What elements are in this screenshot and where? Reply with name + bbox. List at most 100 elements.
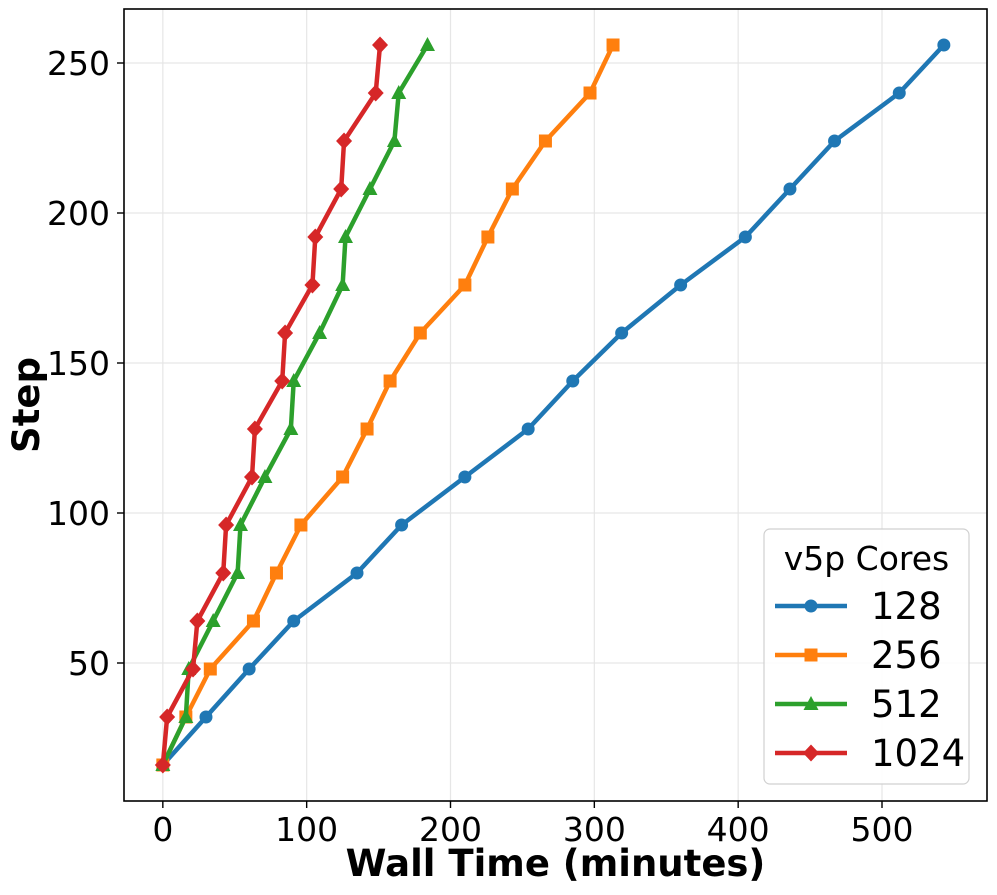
data-point-512 xyxy=(205,613,221,627)
data-point-1024 xyxy=(154,756,171,774)
series-line-256 xyxy=(160,42,616,768)
data-point-512 xyxy=(283,421,299,435)
data-point-1024 xyxy=(333,180,350,198)
series-line-1024 xyxy=(160,42,383,768)
data-point-128 xyxy=(615,326,629,340)
data-point-256 xyxy=(505,182,519,196)
data-point-1024 xyxy=(304,276,321,294)
x-tick-label: 300 xyxy=(563,810,626,849)
x-tick-label: 400 xyxy=(707,810,770,849)
legend-label: 128 xyxy=(871,585,942,628)
data-point-512 xyxy=(386,133,402,147)
data-point-256 xyxy=(203,662,217,676)
data-point-512 xyxy=(257,469,273,483)
legend-swatch-marker xyxy=(803,744,819,762)
data-point-256 xyxy=(360,422,374,436)
data-point-256 xyxy=(383,374,397,388)
data-point-128 xyxy=(350,566,364,580)
data-point-128 xyxy=(566,374,580,388)
data-point-128 xyxy=(287,614,301,628)
data-point-128 xyxy=(395,518,409,532)
series-1024 xyxy=(154,36,389,774)
series-line-128 xyxy=(160,42,947,768)
y-tick-label: 150 xyxy=(47,344,110,383)
series-line-512 xyxy=(160,42,430,768)
y-tick-label: 250 xyxy=(47,44,110,83)
data-point-512 xyxy=(230,565,246,579)
legend-label: 256 xyxy=(871,634,942,677)
data-point-1024 xyxy=(159,708,176,726)
data-point-1024 xyxy=(189,612,206,630)
legend-box xyxy=(763,528,970,785)
legend: v5p Cores 128 256 512 1024 xyxy=(763,528,970,785)
data-point-256 xyxy=(246,614,260,628)
data-point-512 xyxy=(335,277,351,291)
legend-swatch-marker xyxy=(804,648,818,662)
data-point-256 xyxy=(481,230,495,244)
series-128 xyxy=(156,38,951,772)
legend-label: 1024 xyxy=(871,732,965,775)
legend-swatch-marker xyxy=(803,696,819,710)
series-512 xyxy=(155,37,435,771)
data-point-128 xyxy=(828,134,842,148)
series-group xyxy=(154,36,951,774)
y-tick-label: 200 xyxy=(47,194,110,233)
legend-item-128: 128 xyxy=(775,585,942,628)
data-point-1024 xyxy=(274,372,291,390)
data-point-1024 xyxy=(246,420,263,438)
data-point-512 xyxy=(178,709,194,723)
data-point-128 xyxy=(521,422,535,436)
data-point-256 xyxy=(336,470,350,484)
x-tick-label: 100 xyxy=(275,810,338,849)
data-point-128 xyxy=(674,278,688,292)
data-point-1024 xyxy=(336,132,353,150)
y-tick-label: 100 xyxy=(47,494,110,533)
data-point-128 xyxy=(199,710,213,724)
data-point-1024 xyxy=(277,324,294,342)
plot-area-frame xyxy=(123,8,988,802)
data-point-512 xyxy=(362,181,378,195)
data-point-512 xyxy=(419,37,435,51)
data-point-256 xyxy=(458,278,472,292)
grid-lines xyxy=(124,9,987,801)
legend-item-1024: 1024 xyxy=(775,732,965,775)
data-point-1024 xyxy=(307,228,324,246)
x-tick-label: 0 xyxy=(152,810,173,849)
data-point-512 xyxy=(233,517,249,531)
y-axis-label: Step xyxy=(5,357,48,453)
x-axis-label: Wall Time (minutes) xyxy=(346,842,766,885)
data-point-128 xyxy=(937,38,951,52)
data-point-1024 xyxy=(367,84,384,102)
data-point-128 xyxy=(458,470,472,484)
x-tick-label: 500 xyxy=(851,810,914,849)
data-point-128 xyxy=(892,86,906,100)
legend-label: 512 xyxy=(871,683,942,726)
data-point-128 xyxy=(242,662,256,676)
legend-title: v5p Cores xyxy=(784,539,950,578)
legend-swatch-marker xyxy=(804,599,818,613)
data-point-512 xyxy=(286,373,302,387)
legend-item-512: 512 xyxy=(775,683,942,726)
data-point-1024 xyxy=(215,564,232,582)
data-point-128 xyxy=(783,182,797,196)
legend-items: 128 256 512 1024 xyxy=(775,585,965,775)
data-point-256 xyxy=(294,518,308,532)
data-point-1024 xyxy=(185,660,202,678)
y-tick-label: 50 xyxy=(68,644,110,683)
data-point-128 xyxy=(738,230,752,244)
data-point-256 xyxy=(606,38,620,52)
axis-ticks: 0 100 200 300 400 500 50 100 150 200 250 xyxy=(47,44,914,849)
data-point-512 xyxy=(338,229,354,243)
data-point-256 xyxy=(413,326,427,340)
data-point-1024 xyxy=(372,36,389,54)
data-point-1024 xyxy=(218,516,235,534)
data-point-512 xyxy=(312,325,328,339)
data-point-256 xyxy=(538,134,552,148)
legend-item-256: 256 xyxy=(775,634,942,677)
data-point-1024 xyxy=(244,468,261,486)
data-point-512 xyxy=(391,85,407,99)
data-point-256 xyxy=(583,86,597,100)
x-tick-label: 200 xyxy=(419,810,482,849)
data-point-256 xyxy=(269,566,283,580)
